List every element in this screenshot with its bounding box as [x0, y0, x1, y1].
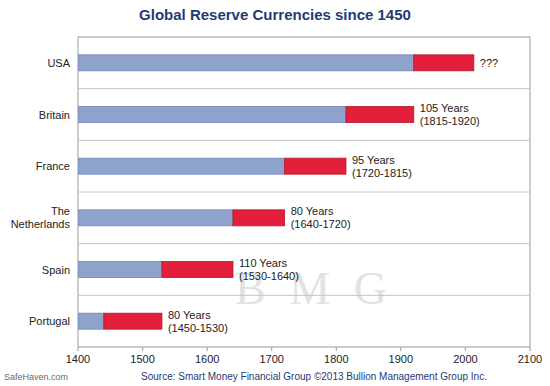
tick-label: 1900	[389, 353, 413, 365]
annotation: 105 Years	[420, 102, 469, 114]
category-label: Britain	[39, 109, 70, 121]
credit: SafeHaven.com	[4, 372, 68, 382]
tick-label: 1500	[130, 353, 154, 365]
category-label: France	[36, 160, 70, 172]
category-label: Portugal	[29, 315, 70, 327]
tick-mark	[465, 347, 466, 351]
annotation: 95 Years	[352, 154, 395, 166]
tick-label: 1800	[324, 353, 348, 365]
chart: Global Reserve Currencies since 1450 B M …	[0, 0, 550, 386]
annotation: ???	[480, 57, 498, 69]
category-label: USA	[47, 57, 70, 69]
annotation: (1640-1720)	[291, 218, 351, 230]
annotation: 110 Years	[239, 257, 288, 269]
annotation: 80 Years	[168, 309, 211, 321]
grid-line	[78, 243, 530, 244]
bar-lead	[78, 210, 233, 226]
tick-mark	[142, 347, 143, 351]
bar-reserve	[162, 262, 233, 278]
bar-lead	[78, 313, 104, 329]
grid-line	[78, 140, 530, 141]
category-label: Spain	[42, 264, 70, 276]
tick-mark	[400, 347, 401, 351]
source: Source: Smart Money Financial Group ©201…	[141, 371, 487, 382]
category-label: TheNetherlands	[11, 205, 71, 230]
bars	[78, 55, 474, 329]
tick-mark	[530, 347, 531, 351]
tick-mark	[336, 347, 337, 351]
annotation: (1530-1640)	[239, 270, 299, 282]
plot-frame	[78, 37, 530, 347]
annotation: (1815-1920)	[420, 115, 480, 127]
tick-mark	[78, 347, 79, 351]
tick-label: 1400	[66, 353, 90, 365]
bar-reserve	[233, 210, 285, 226]
bar-lead	[78, 158, 285, 174]
bar-reserve	[104, 313, 162, 329]
tick-label: 2100	[518, 353, 542, 365]
watermark: B M G	[235, 263, 393, 314]
tick-label: 1600	[195, 353, 219, 365]
bar-reserve	[285, 158, 346, 174]
bar-lead	[78, 262, 162, 278]
tick-mark	[271, 347, 272, 351]
annotation: (1450-1530)	[168, 322, 228, 334]
grid-line	[78, 88, 530, 89]
tick-label: 1700	[259, 353, 283, 365]
tick-mark	[207, 347, 208, 351]
title: Global Reserve Currencies since 1450	[139, 6, 411, 23]
tick-label: 2000	[453, 353, 477, 365]
annotation: 80 Years	[291, 205, 334, 217]
bar-lead	[78, 55, 414, 71]
bar-lead	[78, 107, 346, 123]
grid-line	[78, 295, 530, 296]
bar-reserve	[346, 107, 414, 123]
bar-reserve	[414, 55, 474, 71]
grid-line	[78, 192, 530, 193]
annotation: (1720-1815)	[352, 167, 412, 179]
